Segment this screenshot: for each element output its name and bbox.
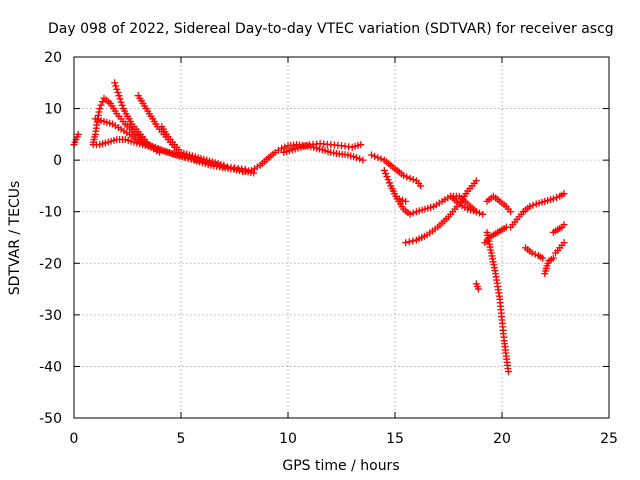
data-point: [479, 210, 487, 218]
plot-frame: [73, 56, 610, 419]
data-point: [96, 105, 104, 113]
y-tick-label: -30: [39, 308, 62, 324]
series-trace-9: [280, 140, 365, 156]
data-point: [560, 239, 568, 247]
series-trace-14: [447, 192, 487, 218]
data-point: [118, 101, 126, 109]
series-trace-13: [395, 195, 410, 205]
axis-ticks: 0 5 10 15 20 25 20 10 0 -10 -20 -30 -40 -50: [39, 50, 618, 447]
data-point: [374, 154, 382, 162]
data-point: [112, 82, 120, 90]
grid: [74, 57, 609, 418]
data-point: [357, 141, 365, 149]
data-point: [116, 95, 124, 103]
data-point: [95, 108, 103, 116]
data-point: [472, 177, 480, 185]
data-point: [115, 92, 123, 100]
data-point: [476, 209, 484, 217]
series-trace-7: [158, 123, 228, 169]
data-point: [74, 130, 82, 138]
x-tick-label: 10: [279, 431, 297, 447]
data-point: [380, 166, 388, 174]
series-trace-16: [481, 208, 527, 247]
series-trace-5: [91, 115, 249, 173]
data-point: [549, 254, 557, 262]
x-tick-label: 25: [600, 431, 618, 447]
data-point: [377, 155, 385, 163]
data-point: [560, 221, 568, 229]
data-point: [553, 194, 561, 202]
data-point: [400, 172, 408, 180]
y-tick-label: 20: [44, 50, 62, 66]
series-trace-1: [70, 130, 82, 149]
data-point: [405, 238, 413, 246]
data-point: [383, 173, 391, 181]
data-point: [97, 101, 105, 109]
data-point: [406, 210, 414, 218]
data-point: [117, 98, 125, 106]
data-point: [382, 170, 390, 178]
series-trace-17: [483, 228, 512, 376]
data-point: [371, 152, 379, 160]
series-trace-19: [522, 244, 547, 262]
data-point: [409, 175, 417, 183]
data-point: [539, 254, 547, 262]
data-point: [402, 197, 410, 205]
series-trace-21: [541, 254, 557, 278]
data-point: [384, 176, 392, 184]
data-point: [472, 208, 480, 216]
y-tick-label: -40: [39, 359, 62, 375]
series-trace-10: [367, 151, 425, 190]
data-point: [531, 250, 539, 258]
x-tick-label: 15: [386, 431, 404, 447]
data-point: [409, 209, 417, 217]
data-point: [395, 195, 403, 203]
y-tick-label: -10: [39, 205, 62, 221]
data-point: [526, 203, 534, 211]
data-point: [356, 155, 364, 163]
data-point: [549, 195, 557, 203]
data-point: [367, 151, 375, 159]
data-point: [114, 88, 122, 96]
chart-title: Day 098 of 2022, Sidereal Day-to-day VTE…: [48, 21, 614, 37]
data-point: [560, 190, 568, 198]
data-point: [474, 285, 482, 293]
data-points: [70, 79, 568, 376]
series-trace-15: [472, 280, 482, 293]
data-point: [417, 182, 425, 190]
x-tick-label: 20: [493, 431, 511, 447]
y-tick-label: -50: [39, 411, 62, 427]
data-point: [403, 173, 411, 181]
y-tick-label: -20: [39, 256, 62, 272]
data-point: [398, 196, 406, 204]
data-point: [278, 144, 286, 152]
series-trace-18: [483, 192, 515, 216]
data-point: [359, 156, 367, 164]
data-point: [504, 368, 512, 376]
data-point: [507, 208, 515, 216]
y-axis-label: SDTVAR / TECUs: [7, 181, 23, 296]
x-tick-label: 5: [177, 431, 186, 447]
data-point: [402, 239, 410, 247]
data-point: [529, 201, 537, 209]
data-point: [528, 249, 536, 257]
series-trace-20: [519, 190, 568, 216]
x-axis-label: GPS time / hours: [282, 458, 399, 474]
data-point: [406, 174, 414, 182]
y-tick-label: 0: [53, 153, 62, 169]
data-point: [111, 79, 119, 87]
data-point: [220, 161, 228, 169]
x-tick-label: 0: [70, 431, 79, 447]
series-trace-23: [552, 239, 568, 257]
data-point: [409, 237, 417, 245]
series-trace-22: [549, 221, 568, 236]
data-point: [113, 85, 121, 93]
data-point: [352, 154, 360, 162]
y-tick-label: 10: [44, 102, 62, 118]
data-point: [385, 179, 393, 187]
data-point: [281, 143, 289, 151]
